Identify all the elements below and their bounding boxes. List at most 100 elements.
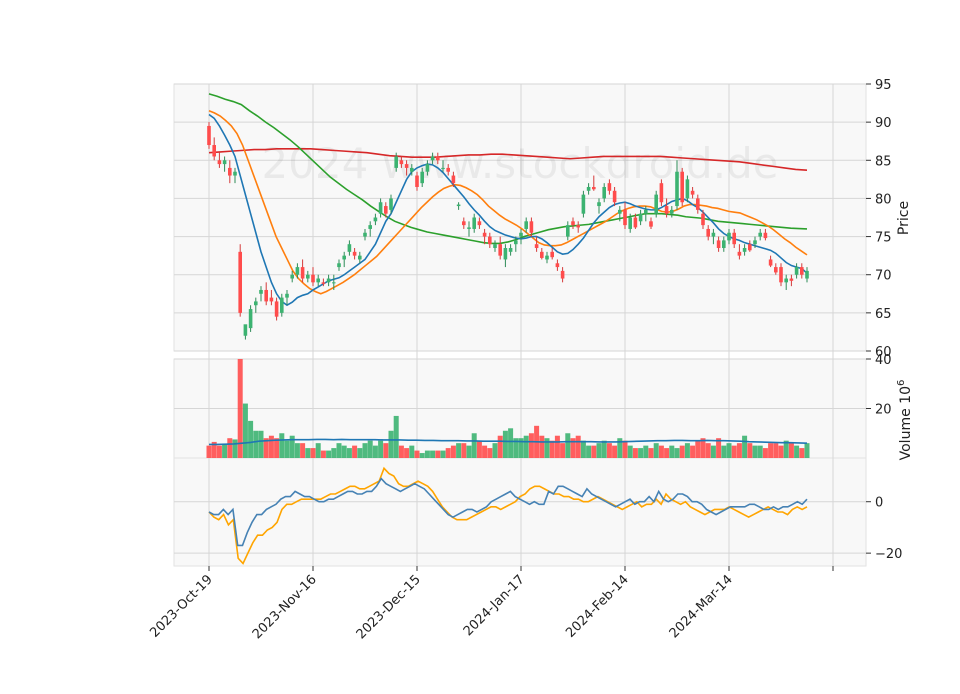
candle-body bbox=[498, 244, 502, 256]
candle-body bbox=[384, 206, 388, 214]
volume-bar bbox=[466, 445, 472, 458]
price-tick-label: 80 bbox=[875, 192, 892, 207]
volume-bar bbox=[669, 445, 675, 458]
volume-bar bbox=[716, 438, 722, 458]
candle-body bbox=[633, 217, 638, 228]
volume-bar bbox=[242, 403, 248, 458]
candle-body bbox=[254, 301, 258, 306]
volume-bar bbox=[596, 443, 602, 458]
volume-bar bbox=[783, 440, 789, 458]
candle-body bbox=[373, 217, 378, 222]
candle-body bbox=[378, 202, 383, 214]
volume-bar bbox=[700, 438, 706, 458]
candle-body bbox=[758, 232, 762, 237]
volume-bar bbox=[710, 445, 716, 458]
volume-bar bbox=[326, 450, 332, 458]
volume-bar bbox=[492, 443, 498, 458]
candle-body bbox=[389, 198, 393, 210]
osc-panel-bg bbox=[173, 457, 867, 567]
volume-bar bbox=[362, 443, 368, 458]
candle-body bbox=[519, 232, 523, 237]
volume-tick-label: 20 bbox=[875, 403, 892, 418]
candle-body bbox=[768, 259, 773, 266]
candle-body bbox=[628, 217, 632, 229]
volume-bar bbox=[393, 415, 399, 458]
candle-body bbox=[326, 278, 331, 283]
volume-bar bbox=[284, 440, 290, 458]
candle-body bbox=[529, 221, 534, 233]
volume-bar bbox=[606, 443, 612, 458]
candle-body bbox=[358, 255, 362, 260]
volume-bar bbox=[539, 435, 545, 458]
volume-bar bbox=[445, 448, 451, 458]
volume-bar bbox=[450, 445, 456, 458]
candle-body bbox=[233, 171, 237, 176]
candle-body bbox=[462, 221, 466, 226]
x-tick-label: 2023-Nov-16 bbox=[250, 572, 320, 642]
candle-body bbox=[368, 225, 372, 229]
volume-bar bbox=[747, 443, 753, 458]
volume-bar bbox=[560, 443, 566, 458]
candle-body bbox=[415, 175, 419, 187]
osc-tick-label: −20 bbox=[875, 547, 902, 562]
volume-bar bbox=[497, 435, 503, 458]
volume-bar bbox=[263, 438, 269, 458]
candle-body bbox=[649, 221, 653, 227]
volume-bar bbox=[622, 440, 628, 458]
candle-body bbox=[789, 278, 794, 281]
candle-body bbox=[425, 164, 430, 172]
volume-bar bbox=[289, 435, 295, 458]
volume-tick-label: 40 bbox=[875, 353, 892, 368]
volume-bar bbox=[690, 445, 696, 458]
price-tick-label: 95 bbox=[875, 78, 892, 93]
candle-body bbox=[753, 240, 757, 245]
candle-body bbox=[706, 228, 710, 237]
volume-bar bbox=[253, 430, 259, 458]
x-tick-label: 2024-Feb-14 bbox=[563, 572, 632, 641]
volume-bar bbox=[388, 430, 394, 458]
candle-body bbox=[592, 186, 596, 190]
volume-bar bbox=[414, 450, 420, 458]
volume-bar bbox=[476, 440, 482, 458]
candle-body bbox=[560, 270, 565, 279]
sma-short-line bbox=[208, 113, 808, 307]
volume-bar bbox=[471, 433, 477, 458]
volume-bar bbox=[346, 448, 352, 458]
candle-body bbox=[243, 324, 248, 336]
volume-bar bbox=[232, 439, 238, 458]
candle-body bbox=[742, 248, 747, 252]
candle-body bbox=[597, 202, 601, 207]
volume-bar bbox=[367, 440, 373, 458]
volume-axis-label: Volume 106 bbox=[896, 380, 914, 461]
volume-bar bbox=[300, 443, 306, 458]
candle-body bbox=[207, 125, 211, 146]
volume-bar bbox=[398, 445, 404, 458]
candle-body bbox=[217, 160, 222, 165]
candle-body bbox=[316, 278, 320, 283]
candle-body bbox=[467, 227, 471, 229]
candle-body bbox=[269, 297, 274, 302]
x-tick-label: 2024-Jan-17 bbox=[461, 572, 528, 639]
volume-bar bbox=[705, 443, 711, 458]
volume-bar bbox=[404, 448, 410, 458]
candle-body bbox=[430, 156, 435, 161]
volume-bar bbox=[627, 445, 633, 458]
candle-body bbox=[696, 198, 700, 210]
volume-bar bbox=[549, 440, 555, 458]
watermark: 2024 www.stockdroid.de bbox=[261, 139, 778, 188]
sma-longest-line bbox=[208, 148, 808, 172]
candle-body bbox=[779, 267, 783, 283]
volume-bar bbox=[684, 443, 690, 458]
candle-body bbox=[524, 221, 528, 229]
candle-body bbox=[295, 267, 300, 275]
candle-body bbox=[638, 213, 643, 222]
price-tick-label: 60 bbox=[875, 345, 892, 360]
candle-body bbox=[212, 145, 216, 157]
volume-bar bbox=[383, 443, 389, 458]
candle-body bbox=[238, 251, 242, 313]
volume-bar bbox=[341, 445, 347, 458]
volume-bar bbox=[409, 445, 415, 458]
osc-tick-label: 0 bbox=[875, 496, 883, 511]
volume-bar bbox=[482, 445, 488, 458]
